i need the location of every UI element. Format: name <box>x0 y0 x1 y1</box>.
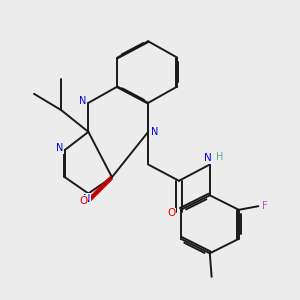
Text: N: N <box>151 127 158 137</box>
Text: F: F <box>262 201 268 211</box>
Text: N: N <box>83 194 90 204</box>
Text: H: H <box>216 152 224 161</box>
Text: N: N <box>204 153 212 163</box>
Text: O: O <box>80 196 88 206</box>
Text: O: O <box>167 208 175 218</box>
Text: N: N <box>56 143 64 153</box>
Text: N: N <box>79 96 87 106</box>
